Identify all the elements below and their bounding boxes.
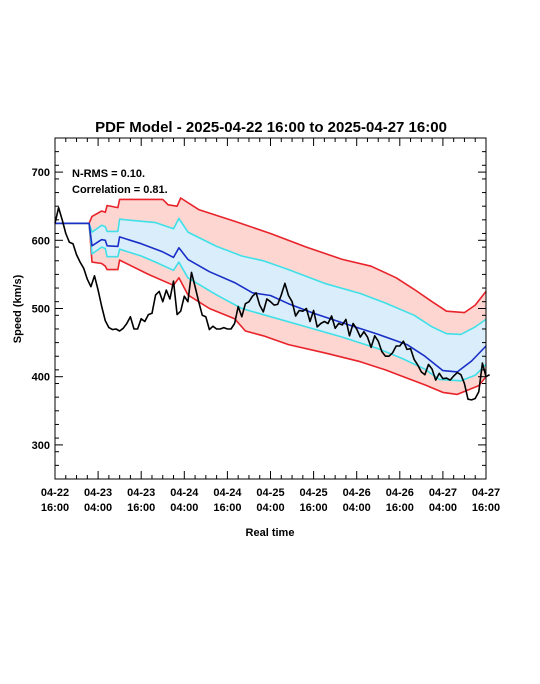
x-tick-label-date: 04-24: [213, 487, 242, 499]
x-axis-label: Real time: [246, 527, 295, 539]
y-tick-label: 600: [32, 235, 50, 247]
x-tick-label-time: 16:00: [213, 502, 241, 514]
ticks-layer: 300 400 500 600 700 04-22 16:00 04-23 04:00 04-23…: [32, 137, 500, 514]
x-tick-label-time: 16:00: [386, 502, 414, 514]
x-tick-label-time: 04:00: [429, 502, 457, 514]
x-tick-label-date: 04-25: [256, 487, 284, 499]
plot-area: 300 400 500 600 700 04-22 16:00 04-23 04:00 04-23…: [32, 137, 500, 514]
x-tick-label-date: 04-24: [170, 487, 199, 499]
x-tick-label-date: 04-23: [127, 487, 155, 499]
y-tick-label: 700: [32, 167, 50, 179]
y-tick-label: 400: [32, 372, 50, 384]
x-tick-label-time: 16:00: [300, 502, 328, 514]
x-tick-label-time: 04:00: [170, 502, 198, 514]
x-tick-label-date: 04-25: [300, 487, 328, 499]
outer-lower-line: [55, 222, 487, 396]
x-tick-label-date: 04-27: [429, 487, 457, 499]
y-axis-label: Speed (km/s): [12, 274, 24, 343]
x-tick-label-time: 16:00: [41, 502, 69, 514]
median-line: [55, 222, 487, 373]
nrms-annotation: N-RMS = 0.10.: [72, 168, 145, 180]
inner-upper-line: [55, 217, 487, 336]
x-tick-label-time: 16:00: [472, 502, 500, 514]
x-tick-label-time: 04:00: [343, 502, 371, 514]
x-tick-label-time: 16:00: [127, 502, 155, 514]
x-tick-label-time: 04:00: [84, 502, 112, 514]
y-tick-label: 300: [32, 440, 50, 452]
x-tick-label-date: 04-26: [386, 487, 414, 499]
x-tick-label-date: 04-27: [472, 487, 500, 499]
y-tick-label: 500: [32, 304, 50, 316]
x-tick-label-date: 04-26: [343, 487, 371, 499]
x-tick-label-date: 04-22: [41, 487, 69, 499]
chart-title: PDF Model - 2025-04-22 16:00 to 2025-04-…: [95, 119, 447, 136]
x-tick-label-time: 04:00: [256, 502, 284, 514]
outer-upper-line: [55, 197, 487, 314]
x-tick-label-date: 04-23: [84, 487, 112, 499]
inner-lower-line: [55, 222, 487, 382]
correlation-annotation: Correlation = 0.81.: [72, 184, 168, 196]
observed-line: [54, 206, 490, 401]
lines-layer: [54, 197, 490, 401]
